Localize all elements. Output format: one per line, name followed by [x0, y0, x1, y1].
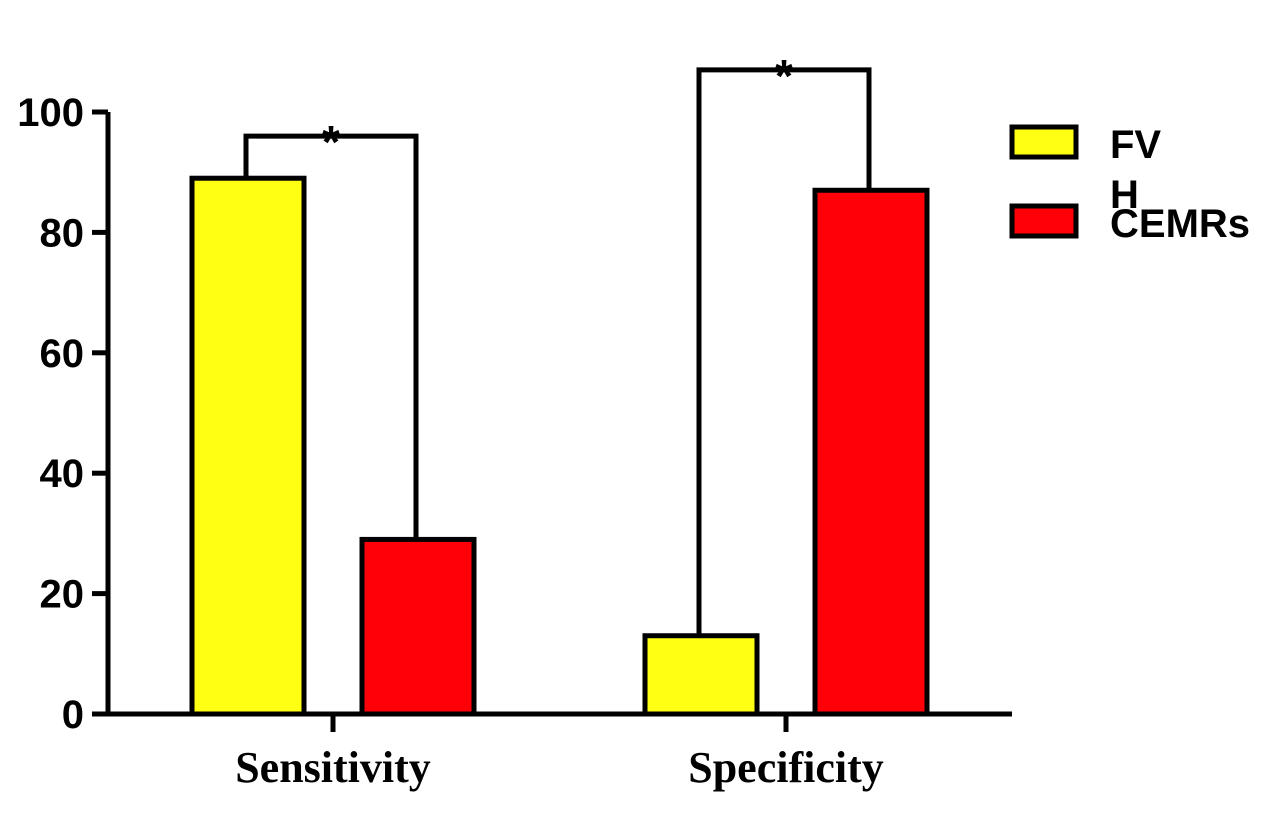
y-tick-label-0: 0: [62, 693, 84, 737]
significance-bracket-specificity: [696, 67, 872, 636]
significance-marker-sensitivity: *: [322, 116, 340, 168]
legend-swatch-fvh: [1009, 124, 1079, 160]
bar-specificity-cemrs: [812, 187, 930, 717]
y-tick-label-80: 80: [40, 211, 85, 255]
legend-label-cemrs: CEMRs: [1110, 202, 1250, 246]
y-tick-label-60: 60: [40, 332, 85, 376]
significance-bracket-sensitivity: [243, 133, 419, 540]
bar-sensitivity-fvh: [189, 175, 307, 717]
y-tick-label-40: 40: [40, 452, 85, 496]
bar-sensitivity-cemrs: [359, 536, 477, 717]
significance-brackets: **: [243, 50, 872, 636]
x-tick-label-sensitivity: Sensitivity: [235, 743, 431, 792]
y-tick-label-20: 20: [40, 573, 85, 617]
axes-group: 0 20 40 60 80 100 Sensitivity Specificity: [17, 91, 1012, 792]
significance-marker-specificity: *: [775, 50, 793, 102]
legend-label-fvh-line1: FV: [1110, 123, 1161, 167]
bars-group: [189, 175, 930, 717]
legend-label-fvh-line2: H: [1110, 173, 1139, 217]
y-tick-label-100: 100: [17, 91, 84, 135]
bar-specificity-fvh: [642, 633, 760, 717]
legend-swatch-cemrs: [1009, 203, 1079, 239]
x-tick-label-specificity: Specificity: [688, 743, 884, 792]
